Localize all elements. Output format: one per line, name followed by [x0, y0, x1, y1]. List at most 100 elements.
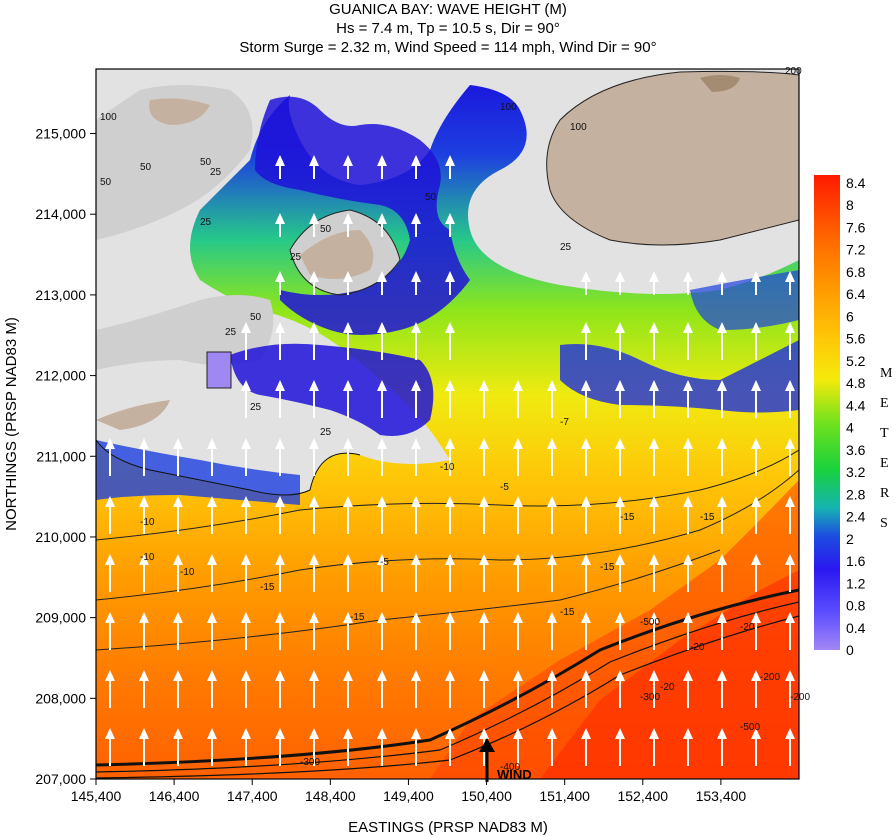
wave-arrow-head [343, 612, 353, 623]
wave-arrow-head [309, 380, 319, 391]
wave-arrow-head [207, 670, 217, 681]
contour-label: -200 [760, 672, 780, 683]
wave-arrow-head [241, 554, 251, 565]
wave-arrow-head [411, 271, 421, 282]
wave-arrow-head [581, 612, 591, 623]
wave-arrow-head [547, 438, 557, 449]
contour-label: 25 [225, 327, 237, 338]
wind-indicator [479, 738, 495, 782]
wave-arrow-head [377, 496, 387, 507]
wave-arrow-head [581, 728, 591, 739]
wave-arrow-head [105, 554, 115, 565]
wave-arrow-head [275, 155, 285, 166]
wave-arrow-head [241, 438, 251, 449]
wave-arrow-head [377, 213, 387, 224]
wave-arrow-head [207, 554, 217, 565]
wave-arrow-head [615, 554, 625, 565]
colorbar-tick-label: 6.4 [846, 286, 866, 302]
wave-arrow-head [377, 438, 387, 449]
wave-arrow-head [445, 612, 455, 623]
wave-arrow-head [513, 728, 523, 739]
wave-arrow-head [377, 155, 387, 166]
wave-arrow-head [717, 496, 727, 507]
land-high [546, 71, 799, 245]
wave-arrow-head [173, 670, 183, 681]
depth-contour [96, 549, 721, 651]
wave-arrow-head [445, 213, 455, 224]
x-tick-label: 149,400 [383, 788, 434, 804]
wave-arrow-head [751, 670, 761, 681]
y-tick-label: 210,000 [35, 529, 86, 545]
x-tick-label: 151,400 [539, 788, 590, 804]
x-tick-label: 147,400 [227, 788, 278, 804]
contour-label: -200 [790, 692, 810, 703]
colorbar-tick-label: 0.8 [846, 598, 866, 614]
wave-arrow-head [615, 438, 625, 449]
wave-arrow-head [615, 496, 625, 507]
wave-arrow-head [513, 612, 523, 623]
wave-arrow-head [139, 728, 149, 739]
contour-label: 100 [570, 122, 587, 133]
wave-arrow-head [785, 438, 795, 449]
wave-arrow-head [513, 496, 523, 507]
y-axis-label: NORTHINGS (PRSP NAD83 M) [3, 317, 20, 531]
contour-label: -10 [140, 552, 155, 563]
colorbar-ticks: 8.4 8 7.6 7.2 6.8 6.4 6 5.6 5.2 4.8 4.4 4 3.6 3.2 2.8 2… [846, 175, 866, 658]
contour-label: 100 [100, 112, 117, 123]
wave-arrow-head [479, 612, 489, 623]
wave-arrow-head [411, 438, 421, 449]
wave-arrow-head [479, 496, 489, 507]
wave-arrow-head [173, 496, 183, 507]
wave-arrow-head [683, 612, 693, 623]
wave-arrow-head [275, 322, 285, 333]
wave-arrow-head [649, 496, 659, 507]
wave-arrow-head [275, 612, 285, 623]
colorbar-tick-label: 8 [846, 197, 854, 213]
y-tick-label: 209,000 [35, 610, 86, 626]
wave-arrow-head [241, 728, 251, 739]
wave-arrow-head [173, 728, 183, 739]
contour-label: -5 [380, 557, 389, 568]
wave-arrow-head [139, 670, 149, 681]
wave-arrow-head [275, 496, 285, 507]
contour-label: 200 [785, 66, 802, 77]
contour-label: 25 [320, 427, 332, 438]
map-field [96, 69, 799, 779]
colorbar-tick-label: 2.4 [846, 509, 866, 525]
colorbar-tick-label: 2.8 [846, 486, 866, 502]
y-tick-label: 212,000 [35, 368, 86, 384]
colorbar-tick-label: 4 [846, 420, 854, 436]
wave-arrow-head [411, 380, 421, 391]
wave-arrow-head [683, 438, 693, 449]
x-axis: 145,400 146,400 147,400 148,400 149,400 150,4… [71, 779, 746, 804]
y-tick-label: 211,000 [36, 448, 86, 464]
wave-arrow-head [377, 670, 387, 681]
wave-arrow-head [411, 213, 421, 224]
wave-arrow-head [581, 438, 591, 449]
contour-label: -10 [140, 517, 155, 528]
x-tick-label: 148,400 [305, 788, 356, 804]
wave-arrow-head [105, 728, 115, 739]
wave-arrow-head [649, 322, 659, 333]
colorbar-tick-label: 3.2 [846, 464, 866, 480]
x-tick-label: 152,400 [617, 788, 668, 804]
wave-arrow-head [105, 438, 115, 449]
wave-arrow-head [445, 670, 455, 681]
wave-arrow-head [683, 554, 693, 565]
land-mid [96, 85, 253, 240]
y-axis: 207,000 208,000 209,000 210,000 211,000 212,0… [35, 126, 96, 787]
wave-arrow-head [411, 670, 421, 681]
land-contour [289, 209, 401, 296]
wave-arrow-head [717, 271, 727, 282]
colorbar-tick-label: 8.4 [846, 175, 866, 191]
wave-arrow-head [581, 496, 591, 507]
wave-arrow-head [513, 554, 523, 565]
wave-arrow-head [309, 322, 319, 333]
chart-subtitle-2: Storm Surge = 2.32 m, Wind Speed = 114 m… [239, 39, 657, 56]
wave-arrow-head [275, 670, 285, 681]
wave-arrow-head [547, 380, 557, 391]
wave-arrow-head [377, 322, 387, 333]
contour-label: 25 [200, 217, 212, 228]
contour-label: -20 [660, 682, 675, 693]
